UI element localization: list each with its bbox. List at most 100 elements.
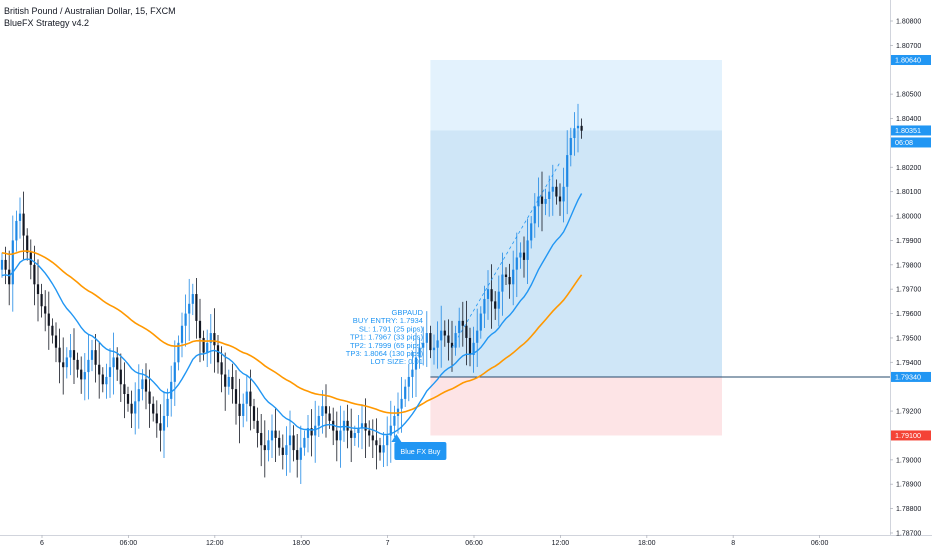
candle-body xyxy=(282,448,284,455)
candle-body xyxy=(354,433,356,438)
indicator-title[interactable]: BlueFX Strategy v4.2 xyxy=(4,17,176,29)
tp-price-badge[interactable]: 1.80640 xyxy=(891,55,931,65)
sl-price-badge-text: 1.79100 xyxy=(895,431,921,440)
countdown-badge[interactable]: 06:08 xyxy=(891,137,931,147)
candle-body xyxy=(203,338,205,353)
candle-body xyxy=(437,340,439,347)
candle-body xyxy=(41,294,43,306)
candle-body xyxy=(242,404,244,416)
candle-body xyxy=(199,321,201,338)
candle-body xyxy=(206,343,208,353)
candle-body xyxy=(401,399,403,409)
candle-body xyxy=(188,304,190,314)
candle-body xyxy=(559,197,561,202)
candle-body xyxy=(487,289,489,299)
candle-body xyxy=(30,253,32,265)
candle-body xyxy=(109,367,111,377)
candle-body xyxy=(329,414,331,421)
candle-body xyxy=(145,379,147,391)
candle-body xyxy=(386,435,388,445)
candle-body xyxy=(26,236,28,253)
candle-body xyxy=(5,260,7,270)
x-tick-label: 06:00 xyxy=(811,540,829,547)
candle-body xyxy=(217,345,219,362)
x-tick-label: 8 xyxy=(731,540,735,547)
candle-body xyxy=(303,438,305,448)
candle-body xyxy=(91,350,93,360)
target-zone xyxy=(430,60,722,130)
last-price-badge-text: 1.80351 xyxy=(895,126,921,135)
candle-body xyxy=(181,326,183,343)
candle-body xyxy=(458,321,460,333)
candle-body xyxy=(527,240,529,260)
candle-body xyxy=(120,370,122,385)
candle-body xyxy=(566,155,568,187)
candle-body xyxy=(563,187,565,202)
candle-body xyxy=(37,284,39,294)
candle-body xyxy=(444,331,446,336)
y-tick-label: 1.79700 xyxy=(896,287,921,294)
candle-body xyxy=(228,377,230,387)
candle-body xyxy=(336,431,338,441)
candle-body xyxy=(152,404,154,414)
candle-body xyxy=(483,299,485,314)
candle-body xyxy=(321,406,323,416)
candle-body xyxy=(523,253,525,260)
candle-body xyxy=(480,314,482,331)
candle-body xyxy=(548,192,550,199)
candle-body xyxy=(174,362,176,382)
candle-body xyxy=(372,435,374,440)
candle-body xyxy=(224,375,226,387)
candle-body xyxy=(213,333,215,345)
candle-body xyxy=(318,416,320,426)
y-tick-label: 1.78900 xyxy=(896,482,921,489)
candle-body xyxy=(545,199,547,204)
last-price-badge[interactable]: 1.80351 xyxy=(891,125,931,135)
candle-body xyxy=(447,336,449,343)
y-tick-label: 1.79000 xyxy=(896,457,921,464)
candle-body xyxy=(138,389,140,401)
candle-body xyxy=(19,214,21,221)
x-tick-label: 6 xyxy=(40,540,44,547)
candle-body xyxy=(347,421,349,431)
candle-body xyxy=(350,431,352,438)
y-tick-label: 1.80100 xyxy=(896,189,921,196)
candle-body xyxy=(123,384,125,394)
candle-body xyxy=(440,331,442,341)
y-tick-label: 1.78700 xyxy=(896,530,921,537)
y-tick-label: 1.79500 xyxy=(896,335,921,342)
candle-body xyxy=(15,221,17,241)
candle-body xyxy=(339,431,341,441)
sl-price-badge[interactable]: 1.79100 xyxy=(891,430,931,440)
candle-body xyxy=(192,294,194,304)
candle-body xyxy=(73,350,75,360)
candle-body xyxy=(221,362,223,374)
symbol-title[interactable]: British Pound / Australian Dollar, 15, F… xyxy=(4,5,176,17)
y-tick-label: 1.80800 xyxy=(896,19,921,26)
x-tick-label: 06:00 xyxy=(465,540,483,547)
candle-body xyxy=(102,375,104,385)
candle-body xyxy=(278,438,280,448)
candle-body xyxy=(116,357,118,369)
candle-body xyxy=(235,389,237,404)
candle-body xyxy=(264,445,266,450)
candle-body xyxy=(516,257,518,269)
profit-zone xyxy=(430,130,722,376)
candle-body xyxy=(577,126,579,128)
y-tick-label: 1.79900 xyxy=(896,238,921,245)
candle-body xyxy=(159,423,161,430)
candle-body xyxy=(105,377,107,384)
candle-body xyxy=(411,370,413,377)
candle-body xyxy=(462,321,464,326)
x-tick-label: 12:00 xyxy=(206,540,224,547)
candle-body xyxy=(275,431,277,438)
candle-body xyxy=(433,348,435,350)
entry-price-badge[interactable]: 1.79340 xyxy=(891,372,931,382)
candle-body xyxy=(59,348,61,363)
countdown-badge-text: 06:08 xyxy=(895,138,913,147)
candle-body xyxy=(469,338,471,355)
y-tick-label: 1.79800 xyxy=(896,262,921,269)
candle-body xyxy=(498,292,500,309)
